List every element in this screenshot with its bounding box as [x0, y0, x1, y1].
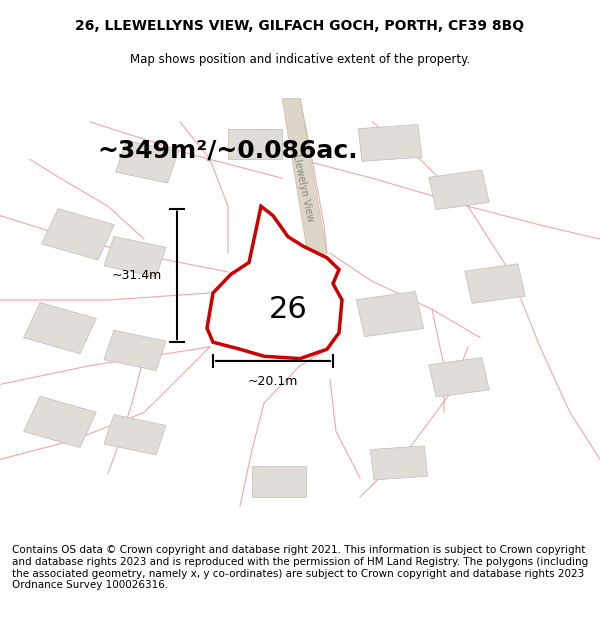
Bar	[252, 466, 306, 497]
Bar	[429, 357, 489, 397]
Bar	[23, 396, 97, 448]
Text: Contains OS data © Crown copyright and database right 2021. This information is : Contains OS data © Crown copyright and d…	[12, 546, 588, 590]
Polygon shape	[282, 98, 327, 262]
Text: Llewelyn View: Llewelyn View	[291, 152, 315, 222]
Bar	[465, 264, 525, 303]
Bar	[115, 141, 179, 183]
Text: ~31.4m: ~31.4m	[112, 269, 162, 282]
Text: 26, LLEWELLYNS VIEW, GILFACH GOCH, PORTH, CF39 8BQ: 26, LLEWELLYNS VIEW, GILFACH GOCH, PORTH…	[76, 19, 524, 32]
Bar	[228, 129, 282, 159]
Bar	[41, 209, 115, 260]
Polygon shape	[207, 206, 342, 359]
Bar	[356, 291, 424, 337]
Bar	[104, 236, 166, 277]
Bar	[104, 414, 166, 455]
Bar	[358, 124, 422, 161]
Bar	[370, 446, 428, 480]
Text: 26: 26	[269, 295, 307, 324]
Text: ~20.1m: ~20.1m	[248, 375, 298, 388]
Bar	[429, 170, 489, 209]
Bar	[23, 302, 97, 354]
Text: Map shows position and indicative extent of the property.: Map shows position and indicative extent…	[130, 52, 470, 66]
Bar	[104, 330, 166, 371]
Text: ~349m²/~0.086ac.: ~349m²/~0.086ac.	[98, 138, 358, 162]
